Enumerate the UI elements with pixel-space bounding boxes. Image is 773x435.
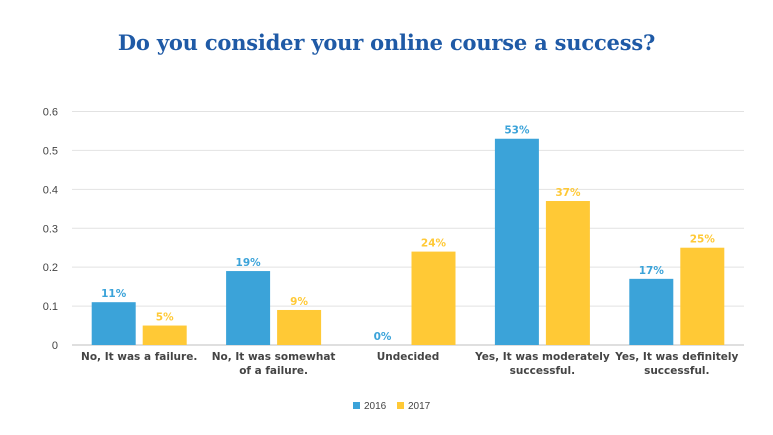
- bar-2016: [494, 138, 539, 345]
- bars: [91, 138, 725, 345]
- bar-2017: [411, 251, 456, 345]
- bar-2016: [629, 278, 674, 345]
- x-axis-categories: No, It was a failure. No, It was somewhat…: [81, 351, 738, 377]
- x-tick-label: Undecided: [377, 351, 440, 363]
- y-tick-label: 0.4: [43, 184, 58, 196]
- chart-title: Do you consider your online course a suc…: [117, 30, 656, 55]
- y-axis-ticks: 0 0.1 0.2 0.3 0.4 0.5 0.6: [43, 107, 58, 353]
- bar-2016: [91, 302, 136, 345]
- y-tick-label: 0.6: [43, 107, 58, 119]
- data-label: 53%: [504, 125, 530, 137]
- data-label: 11%: [101, 288, 127, 300]
- data-label: 0%: [374, 331, 392, 343]
- bar-2017: [277, 309, 322, 345]
- data-labels: 11% 5% 19% 9% 0% 24% 53% 37% 17% 25%: [101, 125, 715, 343]
- data-label: 17%: [639, 265, 665, 277]
- x-tick-label: No, It was a failure.: [81, 351, 197, 363]
- y-tick-label: 0.3: [43, 223, 58, 235]
- y-tick-label: 0.1: [43, 301, 58, 313]
- x-tick-label: Yes, It was definitely successful.: [614, 351, 738, 377]
- y-tick-label: 0.2: [43, 262, 58, 274]
- bar-2017: [545, 201, 590, 345]
- legend-swatch: [353, 402, 360, 409]
- x-tick-label: Yes, It was moderately successful.: [474, 351, 610, 377]
- bar-2017: [142, 325, 187, 345]
- data-label: 9%: [290, 296, 308, 308]
- x-tick-label: No, It was somewhat of a failure.: [212, 351, 336, 377]
- data-label: 25%: [690, 234, 716, 246]
- bar-2017: [680, 247, 725, 345]
- legend-label: 2016: [364, 401, 387, 412]
- data-label: 24%: [421, 238, 447, 250]
- bar-2016: [226, 271, 271, 345]
- y-tick-label: 0.5: [43, 145, 58, 157]
- data-label: 37%: [555, 187, 581, 199]
- legend-swatch: [397, 402, 404, 409]
- legend: 2016 2017: [353, 401, 431, 412]
- legend-label: 2017: [408, 401, 431, 412]
- data-label: 19%: [236, 257, 262, 269]
- data-label: 5%: [156, 312, 174, 324]
- y-tick-label: 0: [52, 340, 58, 352]
